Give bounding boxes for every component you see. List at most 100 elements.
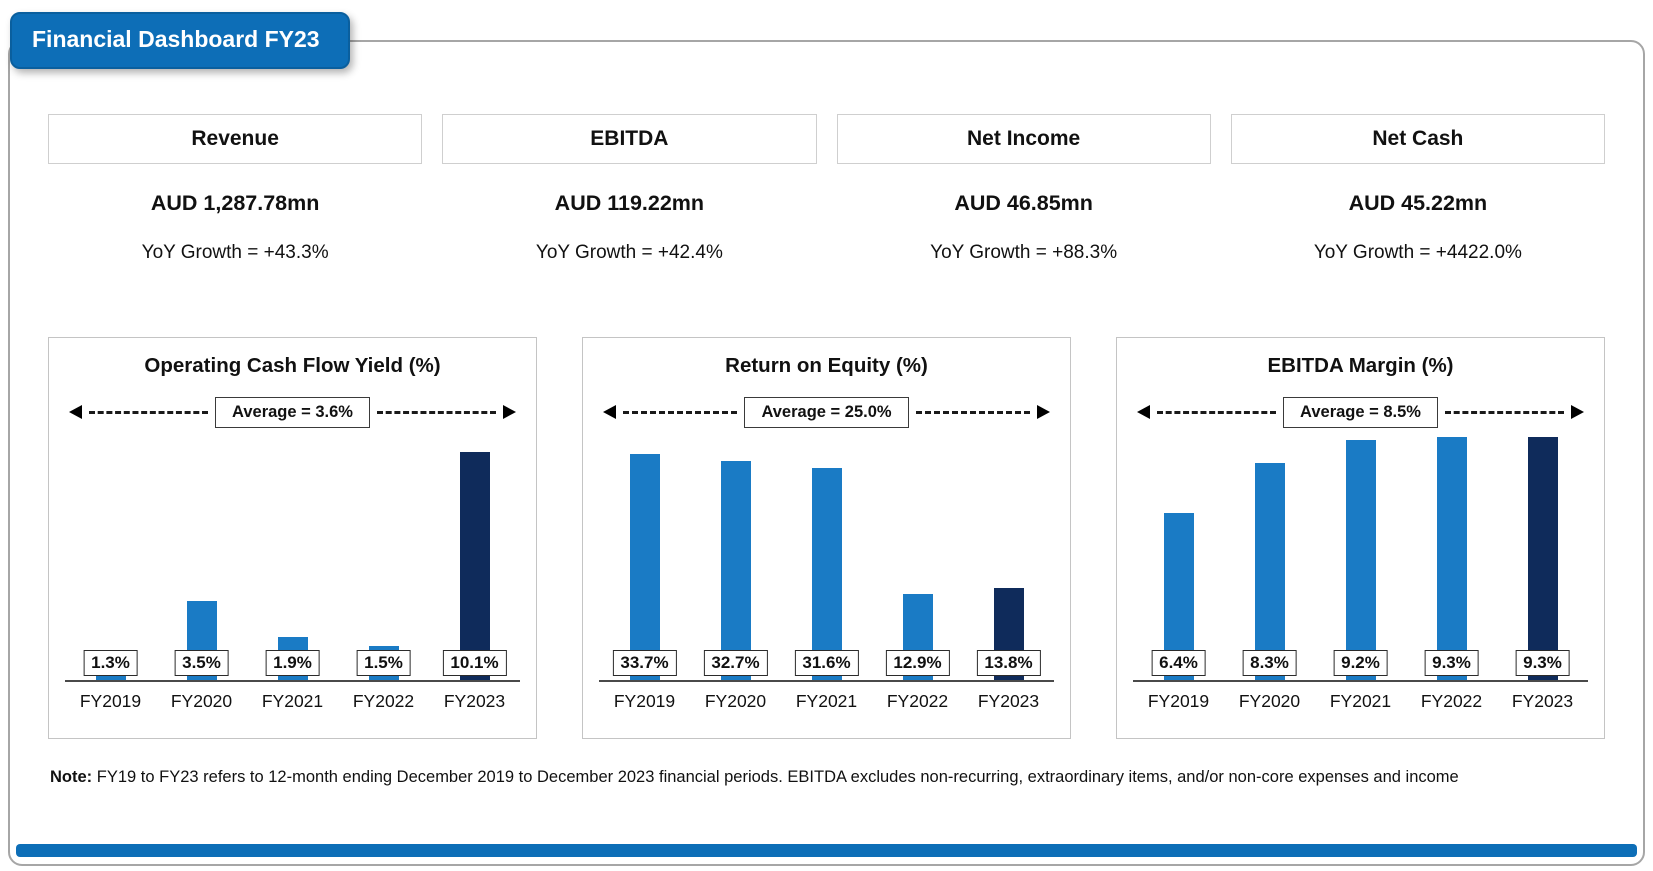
value-label: 9.3%	[1515, 650, 1570, 676]
category-labels: FY2019 FY2020 FY2021 FY2022 FY2023	[599, 691, 1054, 712]
right-arrow-icon	[1571, 405, 1584, 419]
category-label: FY2023	[977, 691, 1040, 711]
bar-column: 33.7%	[599, 432, 690, 680]
value-label: 8.3%	[1242, 650, 1297, 676]
bar-column: 3.5%	[156, 432, 247, 680]
category-label: FY2020	[704, 691, 767, 711]
bar-column: 13.8%	[963, 432, 1054, 680]
bars: 6.4% 8.3% 9.2% 9.3% 9.3%	[1133, 432, 1588, 680]
right-arrow-icon	[503, 405, 516, 419]
charts-row: Operating Cash Flow Yield (%) Average = …	[48, 337, 1605, 739]
right-arrow-icon	[1037, 405, 1051, 419]
bar-column: 9.3%	[1497, 432, 1588, 680]
dashed-line	[1444, 410, 1564, 414]
category-labels: FY2019 FY2020 FY2021 FY2022 FY2023	[1133, 691, 1588, 712]
category-label: FY2022	[886, 691, 949, 711]
bar-column: 32.7%	[690, 432, 781, 680]
kpi-body: AUD 46.85mn YoY Growth = +88.3%	[837, 191, 1211, 311]
value-label: 32.7%	[703, 650, 768, 676]
bar-plot: 6.4% 8.3% 9.2% 9.3% 9.3%	[1133, 432, 1588, 682]
category-label: FY2023	[443, 691, 506, 711]
bars: 1.3% 3.5% 1.9% 1.5% 10.1%	[65, 432, 520, 680]
category-label: FY2023	[1511, 691, 1574, 711]
value-label: 9.2%	[1333, 650, 1388, 676]
dashed-line	[915, 410, 1031, 414]
chart-title: EBITDA Margin (%)	[1267, 354, 1454, 377]
kpi-growth: YoY Growth = +88.3%	[930, 242, 1118, 263]
kpi-body: AUD 119.22mn YoY Growth = +42.4%	[442, 191, 816, 311]
average-label: Average = 25.0%	[744, 396, 909, 428]
left-arrow-icon	[603, 405, 616, 419]
bars: 33.7% 32.7% 31.6% 12.9% 13.8%	[599, 432, 1054, 680]
category-label: FY2019	[79, 691, 142, 711]
bar	[811, 468, 842, 680]
category-label: FY2020	[1238, 691, 1301, 711]
value-label: 12.9%	[885, 650, 950, 676]
kpi-title: EBITDA	[442, 114, 817, 164]
kpi-value: AUD 45.22mn	[1348, 191, 1488, 215]
value-label: 1.5%	[356, 650, 411, 676]
category-label: FY2021	[1329, 691, 1392, 711]
value-label: 33.7%	[612, 650, 677, 676]
bar	[1527, 437, 1558, 680]
bar-column: 12.9%	[872, 432, 963, 680]
dashed-line	[376, 410, 496, 414]
category-label: FY2021	[261, 691, 324, 711]
bar	[1254, 463, 1285, 680]
kpi-body: AUD 1,287.78mn YoY Growth = +43.3%	[48, 191, 422, 311]
average-line: Average = 8.5%	[1137, 396, 1584, 428]
value-label: 9.3%	[1424, 650, 1479, 676]
chart-title: Operating Cash Flow Yield (%)	[144, 354, 441, 377]
kpi-title: Net Income	[836, 114, 1211, 164]
average-line: Average = 3.6%	[69, 396, 516, 428]
bar-column: 9.3%	[1406, 432, 1497, 680]
bar-column: 9.2%	[1315, 432, 1406, 680]
dashed-line	[89, 410, 209, 414]
footer-accent-bar	[16, 844, 1637, 857]
kpi-value: AUD 46.85mn	[954, 191, 1093, 215]
bar-plot: 33.7% 32.7% 31.6% 12.9% 13.8%	[599, 432, 1054, 682]
bar-column: 8.3%	[1224, 432, 1315, 680]
value-label: 31.6%	[794, 650, 859, 676]
dashboard-title: Financial Dashboard FY23	[32, 26, 320, 52]
category-label: FY2021	[795, 691, 858, 711]
value-label: 10.1%	[442, 650, 507, 676]
dashed-line	[623, 410, 738, 414]
footnote-label: Note:	[50, 768, 93, 786]
category-label: FY2022	[352, 691, 415, 711]
kpi-title: Revenue	[48, 114, 423, 164]
dashboard-container: Revenue AUD 1,287.78mn YoY Growth = +43.…	[8, 40, 1645, 866]
value-label: 3.5%	[174, 650, 229, 676]
bar-column: 1.5%	[338, 432, 429, 680]
kpi-value: AUD 1,287.78mn	[150, 191, 320, 215]
average-label: Average = 8.5%	[1283, 396, 1438, 428]
chart-panel-ebitda-margin: EBITDA Margin (%) Average = 8.5% 6.4% 8.3…	[1116, 337, 1605, 739]
value-label: 13.8%	[976, 650, 1041, 676]
kpi-growth: YoY Growth = +4422.0%	[1313, 242, 1522, 263]
bar-column: 31.6%	[781, 432, 872, 680]
bar-column: 1.9%	[247, 432, 338, 680]
kpi-card-revenue: Revenue AUD 1,287.78mn YoY Growth = +43.…	[48, 114, 423, 311]
kpi-growth: YoY Growth = +42.4%	[535, 242, 723, 263]
bar	[1436, 437, 1467, 680]
footnote-text: FY19 to FY23 refers to 12-month ending D…	[92, 768, 1459, 786]
category-label: FY2022	[1420, 691, 1483, 711]
kpi-growth: YoY Growth = +43.3%	[141, 242, 329, 263]
kpi-body: AUD 45.22mn YoY Growth = +4422.0%	[1231, 191, 1605, 311]
bar-column: 1.3%	[65, 432, 156, 680]
kpi-card-net-income: Net Income AUD 46.85mn YoY Growth = +88.…	[836, 114, 1211, 311]
footnote: Note: FY19 to FY23 refers to 12-month en…	[50, 765, 1550, 790]
average-label: Average = 3.6%	[215, 396, 370, 428]
category-labels: FY2019 FY2020 FY2021 FY2022 FY2023	[65, 691, 520, 712]
kpi-row: Revenue AUD 1,287.78mn YoY Growth = +43.…	[48, 114, 1605, 311]
dashboard-title-tab: Financial Dashboard FY23	[10, 12, 350, 69]
value-label: 6.4%	[1151, 650, 1206, 676]
bar	[720, 460, 751, 680]
bar	[459, 452, 490, 680]
bar-column: 6.4%	[1133, 432, 1224, 680]
left-arrow-icon	[1137, 405, 1150, 419]
category-label: FY2019	[1147, 691, 1210, 711]
chart-panel-return-on-equity: Return on Equity (%) Average = 25.0% 33.…	[582, 337, 1071, 739]
bar-plot: 1.3% 3.5% 1.9% 1.5% 10.1%	[65, 432, 520, 682]
average-line: Average = 25.0%	[603, 396, 1051, 428]
